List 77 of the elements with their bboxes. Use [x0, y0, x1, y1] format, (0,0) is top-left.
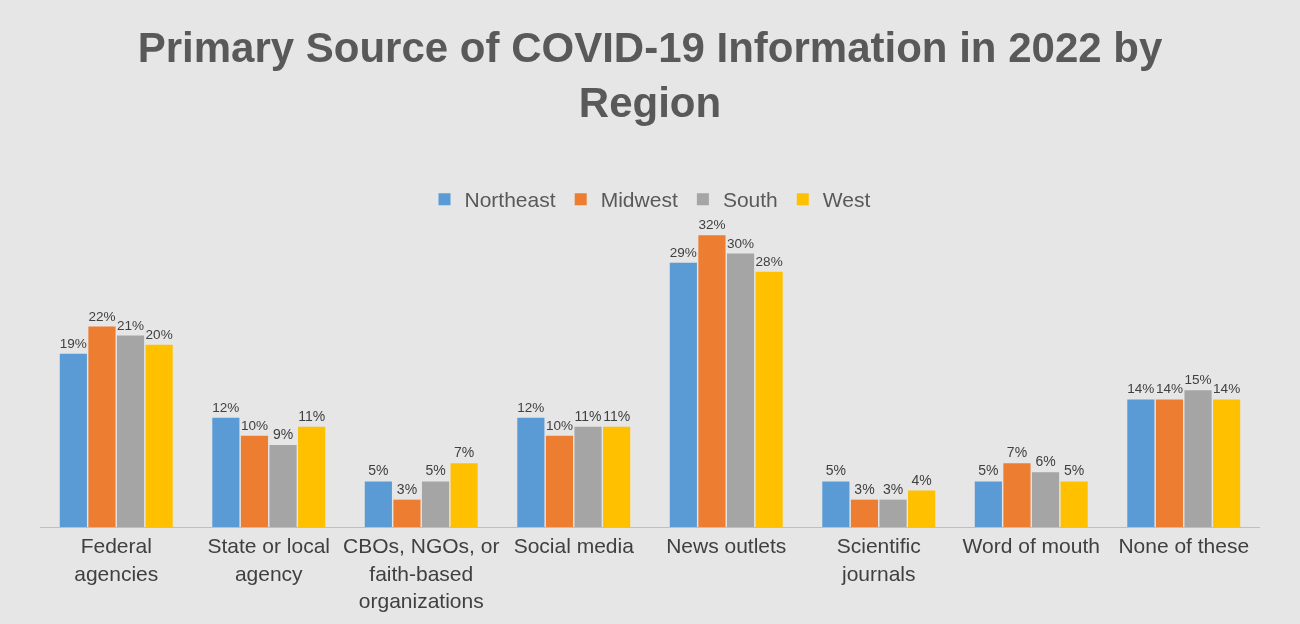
- data-label: 32%: [698, 217, 726, 233]
- data-label: 11%: [298, 407, 326, 424]
- data-label: 9%: [272, 425, 294, 442]
- bar: [1031, 472, 1060, 527]
- legend-label: Midwest: [600, 188, 678, 212]
- bar: [59, 353, 87, 527]
- bar: [974, 481, 1002, 527]
- bar: [698, 235, 726, 527]
- data-label: 12%: [517, 399, 545, 415]
- bar: [393, 499, 421, 527]
- bar: [755, 271, 783, 527]
- bar: [1213, 399, 1241, 527]
- bar: [850, 499, 879, 527]
- data-label: 29%: [669, 244, 697, 260]
- data-label: 5%: [825, 462, 846, 479]
- bar: [450, 463, 478, 527]
- x-tick-label: Word of mouth: [962, 534, 1100, 558]
- data-label: 10%: [240, 417, 269, 433]
- x-tick-label: Social media: [513, 534, 635, 558]
- chart-title: Primary Source of COVID-19 Information in 2022 by Region: [137, 24, 1163, 126]
- x-tick-label: CBOs, NGOs, or faith-based organizations: [343, 534, 500, 612]
- bar: [364, 481, 392, 527]
- data-label: 5%: [978, 462, 999, 479]
- x-tick-label: State or local agency: [207, 534, 331, 585]
- data-label: 19%: [59, 335, 87, 351]
- data-label: 14%: [1213, 381, 1241, 397]
- legend-label: West: [822, 188, 871, 212]
- bar: [1184, 390, 1212, 527]
- bar: [574, 426, 602, 527]
- data-label: 5%: [368, 462, 389, 479]
- data-label: 7%: [1006, 444, 1028, 461]
- bar: [1003, 463, 1031, 527]
- bar: [908, 490, 936, 527]
- data-label: 11%: [603, 407, 631, 424]
- data-label: 30%: [726, 235, 755, 251]
- legend-label: Northeast: [464, 188, 556, 212]
- bar: [298, 426, 326, 527]
- data-label: 6%: [1035, 453, 1056, 470]
- bar: [212, 417, 240, 527]
- data-label: 5%: [1064, 462, 1085, 479]
- data-label: 14%: [1155, 381, 1184, 397]
- bar: [603, 426, 631, 527]
- data-label: 3%: [396, 480, 418, 497]
- bar: [88, 326, 116, 527]
- bar: [669, 262, 697, 527]
- data-label: 11%: [574, 407, 602, 424]
- bar: [1155, 399, 1184, 527]
- data-label: 28%: [755, 253, 783, 269]
- x-tick-label: None of these: [1118, 534, 1250, 558]
- bar: [116, 335, 145, 527]
- data-label: 7%: [454, 444, 475, 461]
- data-label: 15%: [1184, 372, 1212, 388]
- bar: [879, 499, 907, 527]
- bar: [517, 417, 545, 527]
- data-label: 12%: [212, 399, 240, 415]
- data-label: 21%: [116, 317, 145, 333]
- bar: [240, 435, 269, 527]
- data-label: 3%: [882, 480, 904, 497]
- data-label: 3%: [854, 480, 875, 497]
- data-label: 22%: [88, 308, 116, 324]
- bar: [545, 435, 574, 527]
- data-label: 5%: [425, 462, 446, 479]
- data-label: 10%: [545, 417, 574, 433]
- data-label: 20%: [145, 326, 173, 342]
- bar: [1127, 399, 1155, 527]
- bar: [145, 344, 173, 527]
- bar: [726, 253, 755, 527]
- bar: [421, 481, 450, 527]
- x-tick-label: Federal agencies: [74, 534, 159, 585]
- x-tick-label: News outlets: [666, 534, 787, 558]
- bar: [269, 444, 297, 527]
- bar: [1060, 481, 1088, 527]
- x-tick-label: Scientific journals: [836, 534, 921, 585]
- legend-label: South: [722, 188, 778, 212]
- data-label: 4%: [911, 471, 932, 488]
- bar: [822, 481, 850, 527]
- data-label: 14%: [1127, 381, 1155, 397]
